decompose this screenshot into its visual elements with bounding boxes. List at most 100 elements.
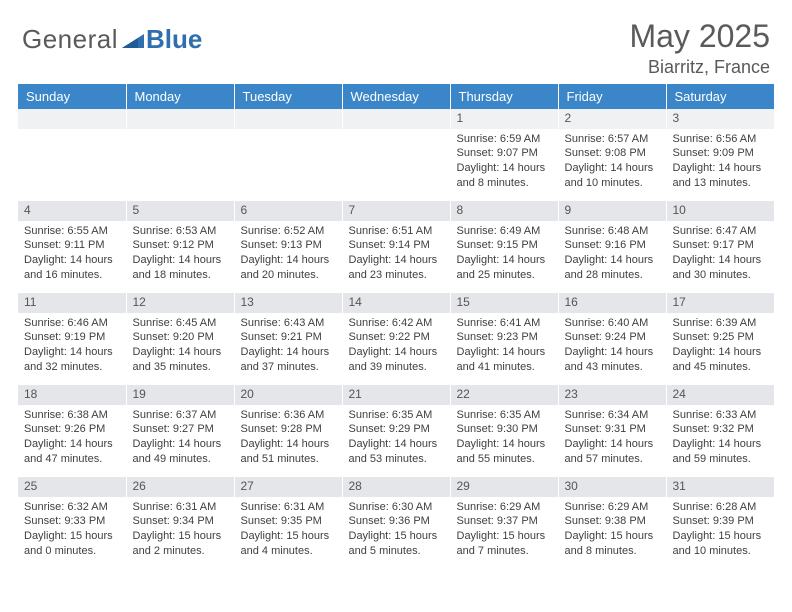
- day-details: Sunrise: 6:32 AMSunset: 9:33 PMDaylight:…: [18, 497, 126, 563]
- sunset-text: Sunset: 9:21 PM: [241, 330, 336, 345]
- sunrise-text: Sunrise: 6:36 AM: [241, 408, 336, 423]
- day-number: 25: [18, 477, 126, 497]
- daylight-text: Daylight: 14 hours and 28 minutes.: [565, 253, 660, 283]
- day-number: 11: [18, 293, 126, 313]
- sunrise-text: Sunrise: 6:55 AM: [24, 224, 120, 239]
- sunset-text: Sunset: 9:29 PM: [349, 422, 444, 437]
- sunrise-text: Sunrise: 6:48 AM: [565, 224, 660, 239]
- sunset-text: Sunset: 9:15 PM: [457, 238, 552, 253]
- sunset-text: Sunset: 9:37 PM: [457, 514, 552, 529]
- weekday-header: Sunday: [18, 84, 126, 109]
- day-details: Sunrise: 6:36 AMSunset: 9:28 PMDaylight:…: [235, 405, 342, 471]
- day-cell: 12Sunrise: 6:45 AMSunset: 9:20 PMDayligh…: [126, 293, 234, 385]
- day-number: 14: [343, 293, 450, 313]
- weekday-header: Tuesday: [234, 84, 342, 109]
- day-number: 1: [451, 109, 558, 129]
- day-number: 21: [343, 385, 450, 405]
- day-number: 5: [127, 201, 234, 221]
- day-cell: 31Sunrise: 6:28 AMSunset: 9:39 PMDayligh…: [666, 477, 774, 569]
- daylight-text: Daylight: 14 hours and 37 minutes.: [241, 345, 336, 375]
- sunrise-text: Sunrise: 6:59 AM: [457, 132, 552, 147]
- day-cell: [234, 109, 342, 201]
- day-cell: 7Sunrise: 6:51 AMSunset: 9:14 PMDaylight…: [342, 201, 450, 293]
- sunrise-text: Sunrise: 6:46 AM: [24, 316, 120, 331]
- sunrise-text: Sunrise: 6:51 AM: [349, 224, 444, 239]
- weekday-header: Thursday: [450, 84, 558, 109]
- day-cell: 14Sunrise: 6:42 AMSunset: 9:22 PMDayligh…: [342, 293, 450, 385]
- logo-text-1: General: [22, 24, 118, 55]
- sunset-text: Sunset: 9:39 PM: [673, 514, 769, 529]
- sunrise-text: Sunrise: 6:53 AM: [133, 224, 228, 239]
- daylight-text: Daylight: 14 hours and 49 minutes.: [133, 437, 228, 467]
- day-cell: 29Sunrise: 6:29 AMSunset: 9:37 PMDayligh…: [450, 477, 558, 569]
- sunrise-text: Sunrise: 6:28 AM: [673, 500, 769, 515]
- day-details: Sunrise: 6:35 AMSunset: 9:29 PMDaylight:…: [343, 405, 450, 471]
- day-details: Sunrise: 6:47 AMSunset: 9:17 PMDaylight:…: [667, 221, 775, 287]
- day-number: [127, 109, 234, 129]
- daylight-text: Daylight: 14 hours and 25 minutes.: [457, 253, 552, 283]
- sunrise-text: Sunrise: 6:49 AM: [457, 224, 552, 239]
- day-cell: 16Sunrise: 6:40 AMSunset: 9:24 PMDayligh…: [558, 293, 666, 385]
- day-details: Sunrise: 6:28 AMSunset: 9:39 PMDaylight:…: [667, 497, 775, 563]
- day-cell: [18, 109, 126, 201]
- weekday-header-row: Sunday Monday Tuesday Wednesday Thursday…: [18, 84, 774, 109]
- sunrise-text: Sunrise: 6:31 AM: [133, 500, 228, 515]
- daylight-text: Daylight: 14 hours and 16 minutes.: [24, 253, 120, 283]
- sunset-text: Sunset: 9:11 PM: [24, 238, 120, 253]
- day-cell: [126, 109, 234, 201]
- sunrise-text: Sunrise: 6:40 AM: [565, 316, 660, 331]
- sunset-text: Sunset: 9:23 PM: [457, 330, 552, 345]
- daylight-text: Daylight: 14 hours and 35 minutes.: [133, 345, 228, 375]
- day-cell: 5 Sunrise: 6:53 AMSunset: 9:12 PMDaylight…: [126, 201, 234, 293]
- sunset-text: Sunset: 9:09 PM: [673, 146, 769, 161]
- sunset-text: Sunset: 9:33 PM: [24, 514, 120, 529]
- week-row: 1Sunrise: 6:59 AMSunset: 9:07 PMDaylight…: [18, 109, 774, 201]
- day-number: 16: [559, 293, 666, 313]
- day-details: Sunrise: 6:33 AMSunset: 9:32 PMDaylight:…: [667, 405, 775, 471]
- sunset-text: Sunset: 9:22 PM: [349, 330, 444, 345]
- daylight-text: Daylight: 15 hours and 4 minutes.: [241, 529, 336, 559]
- day-cell: 24Sunrise: 6:33 AMSunset: 9:32 PMDayligh…: [666, 385, 774, 477]
- daylight-text: Daylight: 15 hours and 10 minutes.: [673, 529, 769, 559]
- day-number: 30: [559, 477, 666, 497]
- day-number: 27: [235, 477, 342, 497]
- daylight-text: Daylight: 14 hours and 43 minutes.: [565, 345, 660, 375]
- day-details: Sunrise: 6:59 AMSunset: 9:07 PMDaylight:…: [451, 129, 558, 195]
- sunrise-text: Sunrise: 6:43 AM: [241, 316, 336, 331]
- day-details: Sunrise: 6:39 AMSunset: 9:25 PMDaylight:…: [667, 313, 775, 379]
- sunset-text: Sunset: 9:25 PM: [673, 330, 769, 345]
- daylight-text: Daylight: 15 hours and 7 minutes.: [457, 529, 552, 559]
- day-number: 12: [127, 293, 234, 313]
- sunrise-text: Sunrise: 6:29 AM: [457, 500, 552, 515]
- sunrise-text: Sunrise: 6:37 AM: [133, 408, 228, 423]
- logo-triangle-icon: [122, 30, 144, 48]
- day-details: Sunrise: 6:46 AMSunset: 9:19 PMDaylight:…: [18, 313, 126, 379]
- day-number: 20: [235, 385, 342, 405]
- sunset-text: Sunset: 9:35 PM: [241, 514, 336, 529]
- sunset-text: Sunset: 9:30 PM: [457, 422, 552, 437]
- sunset-text: Sunset: 9:26 PM: [24, 422, 120, 437]
- day-number: 31: [667, 477, 775, 497]
- day-details: Sunrise: 6:48 AMSunset: 9:16 PMDaylight:…: [559, 221, 666, 287]
- day-details: Sunrise: 6:55 AMSunset: 9:11 PMDaylight:…: [18, 221, 126, 287]
- day-number: 4: [18, 201, 126, 221]
- day-cell: 6Sunrise: 6:52 AMSunset: 9:13 PMDaylight…: [234, 201, 342, 293]
- week-row: 11Sunrise: 6:46 AMSunset: 9:19 PMDayligh…: [18, 293, 774, 385]
- weekday-header: Friday: [558, 84, 666, 109]
- daylight-text: Daylight: 14 hours and 55 minutes.: [457, 437, 552, 467]
- daylight-text: Daylight: 14 hours and 45 minutes.: [673, 345, 769, 375]
- sunset-text: Sunset: 9:32 PM: [673, 422, 769, 437]
- day-number: [18, 109, 126, 129]
- daylight-text: Daylight: 14 hours and 59 minutes.: [673, 437, 769, 467]
- daylight-text: Daylight: 14 hours and 18 minutes.: [133, 253, 228, 283]
- daylight-text: Daylight: 15 hours and 0 minutes.: [24, 529, 120, 559]
- sunset-text: Sunset: 9:12 PM: [133, 238, 228, 253]
- day-number: 13: [235, 293, 342, 313]
- sunrise-text: Sunrise: 6:56 AM: [673, 132, 769, 147]
- day-details: Sunrise: 6:34 AMSunset: 9:31 PMDaylight:…: [559, 405, 666, 471]
- day-cell: 23Sunrise: 6:34 AMSunset: 9:31 PMDayligh…: [558, 385, 666, 477]
- sunset-text: Sunset: 9:19 PM: [24, 330, 120, 345]
- sunrise-text: Sunrise: 6:34 AM: [565, 408, 660, 423]
- day-details: Sunrise: 6:41 AMSunset: 9:23 PMDaylight:…: [451, 313, 558, 379]
- day-number: 9: [559, 201, 666, 221]
